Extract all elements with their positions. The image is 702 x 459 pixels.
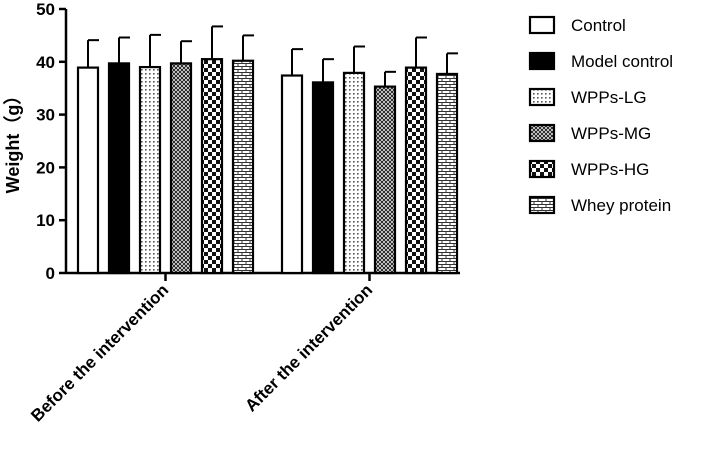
error-bar bbox=[322, 58, 334, 83]
bar bbox=[200, 58, 224, 275]
error-bar bbox=[211, 25, 223, 60]
error-bar bbox=[118, 36, 130, 64]
y-tick-label: 0 bbox=[46, 264, 55, 283]
error-bar bbox=[149, 33, 161, 68]
legend-swatch bbox=[528, 51, 556, 71]
legend-swatch bbox=[528, 159, 556, 179]
legend-swatch bbox=[528, 123, 556, 143]
bar bbox=[138, 65, 162, 275]
y-tick-label: 10 bbox=[36, 211, 55, 230]
error-bar bbox=[415, 36, 427, 68]
legend: Control Model control WPPs-LG WPPs-MG WPPs-H… bbox=[528, 15, 673, 215]
bar bbox=[280, 74, 304, 275]
legend-item: WPPs-LG bbox=[528, 87, 647, 107]
legend-label: Whey protein bbox=[571, 196, 671, 215]
bar bbox=[373, 85, 397, 275]
legend-label: Model control bbox=[571, 52, 673, 71]
error-bar bbox=[242, 34, 254, 61]
error-bar bbox=[446, 52, 458, 74]
bar bbox=[342, 71, 366, 275]
y-tick-label: 30 bbox=[36, 106, 55, 125]
bar bbox=[169, 62, 193, 275]
legend-label: WPPs-LG bbox=[571, 88, 647, 107]
legend-swatch bbox=[528, 87, 556, 107]
legend-swatch bbox=[528, 15, 556, 35]
legend-label: WPPs-MG bbox=[571, 124, 651, 143]
legend-label: WPPs-HG bbox=[571, 160, 649, 179]
y-tick-labels: 0 10 20 30 40 50 bbox=[36, 0, 55, 283]
bar bbox=[231, 59, 255, 275]
legend-item: WPPs-HG bbox=[528, 159, 649, 179]
y-tick-label: 20 bbox=[36, 158, 55, 177]
x-category-labels: Before the intervention After the interve… bbox=[27, 280, 376, 425]
legend-item: Whey protein bbox=[528, 195, 671, 215]
legend-item: Model control bbox=[528, 51, 673, 71]
bars bbox=[76, 58, 459, 275]
legend-swatch bbox=[528, 195, 556, 215]
error-bars bbox=[87, 25, 458, 87]
y-tick-label: 40 bbox=[36, 53, 55, 72]
x-category-label: Before the intervention bbox=[27, 280, 172, 425]
bar bbox=[404, 66, 428, 275]
bar bbox=[107, 62, 131, 275]
error-bar bbox=[291, 48, 303, 76]
bar bbox=[311, 81, 335, 275]
error-bar bbox=[180, 40, 192, 64]
bar bbox=[76, 66, 100, 275]
legend-item: Control bbox=[528, 15, 626, 35]
y-axis-title: Weight（g） bbox=[3, 87, 23, 194]
bar bbox=[435, 72, 459, 275]
error-bar bbox=[384, 70, 396, 87]
legend-item: WPPs-MG bbox=[528, 123, 651, 143]
y-tick-label: 50 bbox=[36, 0, 55, 19]
x-category-label: After the intervention bbox=[241, 280, 376, 415]
error-bar bbox=[87, 39, 99, 68]
legend-label: Control bbox=[571, 16, 626, 35]
error-bar bbox=[353, 45, 365, 73]
